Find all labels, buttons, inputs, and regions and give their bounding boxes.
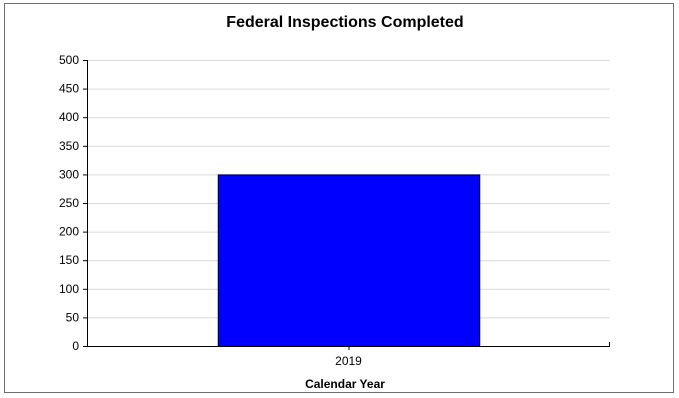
gridlines (87, 60, 610, 319)
y-axis-ticks: 0 50 100 150 200 250 300 350 400 450 500 (59, 53, 87, 353)
y-tick-label-0: 0 (72, 339, 79, 353)
bars (217, 174, 481, 347)
x-axis-ticks: 2019 (335, 346, 362, 368)
y-tick-label-200: 200 (59, 225, 79, 239)
x-tick-label-2019: 2019 (335, 354, 362, 368)
chart-title: Federal Inspections Completed (226, 14, 463, 31)
y-tick-label-500: 500 (59, 53, 79, 67)
x-axis-title: Calendar Year (305, 377, 385, 391)
y-tick-label-50: 50 (66, 310, 80, 324)
y-tick-label-100: 100 (59, 282, 79, 296)
y-tick-label-400: 400 (59, 110, 79, 124)
y-tick-label-450: 450 (59, 82, 79, 96)
bar-2019 (217, 174, 481, 347)
y-tick-label-150: 150 (59, 253, 79, 267)
y-tick-label-250: 250 (59, 196, 79, 210)
y-tick-label-350: 350 (59, 139, 79, 153)
y-tick-label-300: 300 (59, 167, 79, 181)
